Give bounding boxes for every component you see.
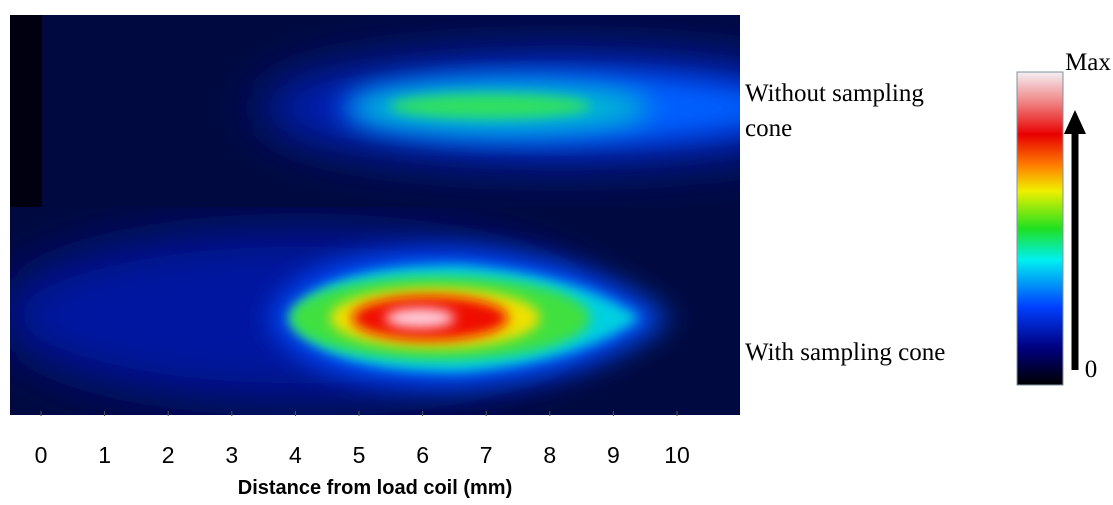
panel-label: With sampling cone (745, 339, 945, 366)
tick-label: 7 (480, 442, 493, 468)
colorbar (1016, 71, 1064, 386)
tick-label: 2 (162, 442, 175, 468)
arrow-head (1064, 110, 1086, 134)
tick-label: 4 (289, 442, 302, 468)
tick-label: 6 (416, 442, 429, 468)
tick-label: 9 (607, 442, 620, 468)
top-image (10, 15, 740, 207)
panel-label: Without sampling cone (745, 80, 924, 142)
bottom-image (10, 207, 740, 415)
tick-label: 3 (225, 442, 238, 468)
tick-label: 10 (664, 442, 690, 468)
colorbar-min: 0 (1085, 356, 1098, 383)
x-axis: 0 1 2 3 4 5 6 7 8 9 10 (35, 411, 690, 468)
tick-label: 5 (353, 442, 366, 468)
tick-label: 0 (35, 442, 48, 468)
tick-label: 8 (543, 442, 556, 468)
x-axis-label: Distance from load coil (mm) (238, 477, 513, 499)
colorbar-max: Max (1065, 49, 1111, 76)
tick-label: 1 (98, 442, 111, 468)
